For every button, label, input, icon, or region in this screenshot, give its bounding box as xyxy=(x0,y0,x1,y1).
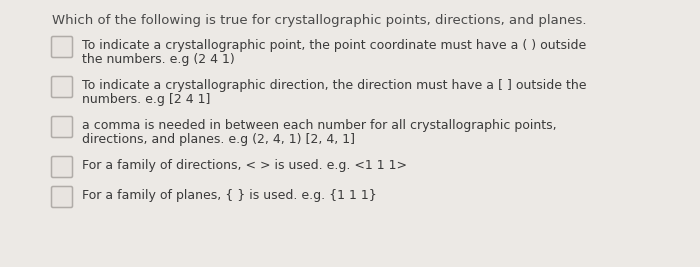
Text: numbers. e.g [2 4 1]: numbers. e.g [2 4 1] xyxy=(82,93,211,106)
Text: directions, and planes. e.g (2, 4, 1) [2, 4, 1]: directions, and planes. e.g (2, 4, 1) [2… xyxy=(82,133,355,146)
FancyBboxPatch shape xyxy=(52,187,73,207)
Text: For a family of planes, { } is used. e.g. {1 1 1}: For a family of planes, { } is used. e.g… xyxy=(82,189,377,202)
Text: the numbers. e.g (2 4 1): the numbers. e.g (2 4 1) xyxy=(82,53,235,66)
Text: a comma is needed in between each number for all crystallographic points,: a comma is needed in between each number… xyxy=(82,119,556,132)
Text: To indicate a crystallographic point, the point coordinate must have a ( ) outsi: To indicate a crystallographic point, th… xyxy=(82,39,587,52)
FancyBboxPatch shape xyxy=(52,156,73,178)
Text: For a family of directions, < > is used. e.g. <1 1 1>: For a family of directions, < > is used.… xyxy=(82,159,407,172)
FancyBboxPatch shape xyxy=(52,37,73,57)
Text: Which of the following is true for crystallographic points, directions, and plan: Which of the following is true for cryst… xyxy=(52,14,587,27)
FancyBboxPatch shape xyxy=(52,77,73,97)
Text: To indicate a crystallographic direction, the direction must have a [ ] outside : To indicate a crystallographic direction… xyxy=(82,79,587,92)
FancyBboxPatch shape xyxy=(52,116,73,138)
